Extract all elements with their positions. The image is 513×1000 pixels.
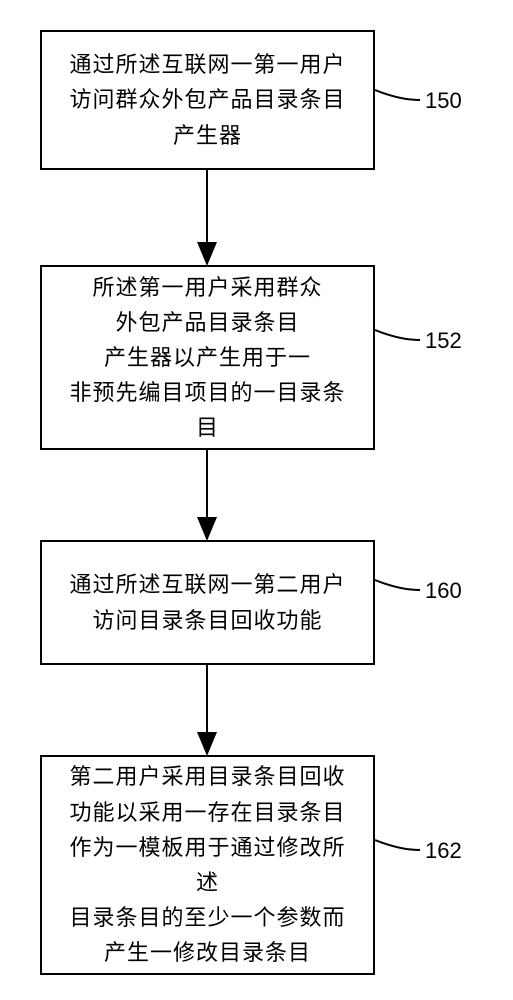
label-connector-162 — [375, 840, 420, 850]
flowchart-canvas: 通过所述互联网一第一用户访问群众外包产品目录条目产生器 150 所述第一用户采用… — [0, 0, 513, 1000]
flow-node-150: 通过所述互联网一第一用户访问群众外包产品目录条目产生器 — [40, 30, 375, 170]
label-connector-160 — [375, 580, 420, 590]
flow-node-152: 所述第一用户采用群众外包产品目录条目产生器以产生用于一非预先编目项目的一目录条目 — [40, 265, 375, 450]
flow-node-160-text: 通过所述互联网一第二用户访问目录条目回收功能 — [69, 567, 345, 637]
flow-label-162: 162 — [425, 838, 462, 864]
label-connector-150 — [375, 90, 420, 100]
flow-node-162: 第二用户采用目录条目回收功能以采用一存在目录条目作为一模板用于通过修改所述目录条… — [40, 755, 375, 975]
flow-node-152-text: 所述第一用户采用群众外包产品目录条目产生器以产生用于一非预先编目项目的一目录条目 — [60, 270, 355, 446]
flow-node-150-text: 通过所述互联网一第一用户访问群众外包产品目录条目产生器 — [69, 47, 345, 153]
flow-label-150: 150 — [425, 88, 462, 114]
flow-label-152: 152 — [425, 328, 462, 354]
flow-label-160: 160 — [425, 578, 462, 604]
label-connector-152 — [375, 330, 420, 340]
flow-node-160: 通过所述互联网一第二用户访问目录条目回收功能 — [40, 540, 375, 665]
flow-node-162-text: 第二用户采用目录条目回收功能以采用一存在目录条目作为一模板用于通过修改所述目录条… — [60, 759, 355, 970]
